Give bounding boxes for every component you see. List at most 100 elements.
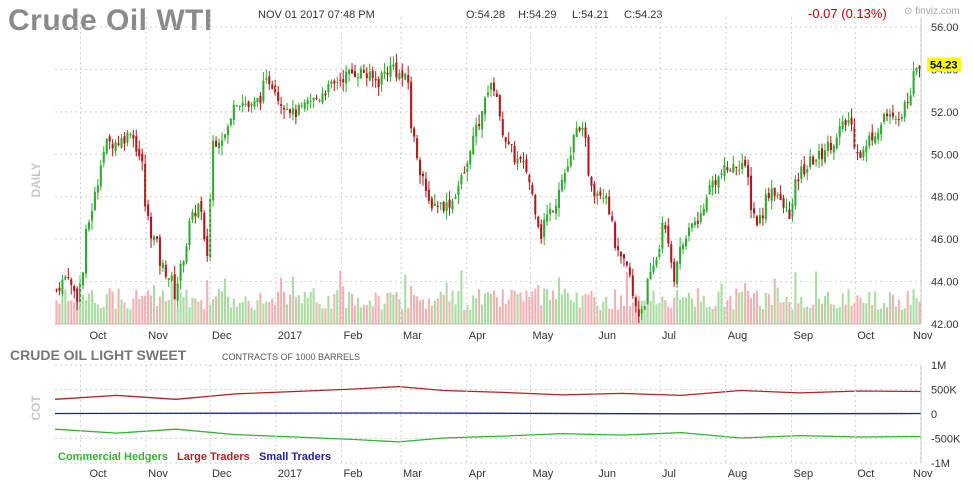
volume-bar	[862, 302, 865, 324]
candle-body	[631, 275, 634, 296]
volume-bar	[176, 304, 179, 324]
volume-bar	[495, 297, 498, 324]
volume-bar	[708, 306, 711, 324]
volume-bar	[823, 296, 826, 324]
volume-bar	[847, 289, 850, 324]
volume-bar	[871, 304, 874, 324]
volume-bar	[398, 299, 401, 324]
candle-body	[611, 216, 614, 221]
candle-body	[687, 227, 691, 236]
candle-body	[253, 100, 256, 107]
candle-body	[424, 178, 427, 191]
candle-body	[906, 101, 909, 103]
volume-bar	[880, 308, 883, 324]
candle-body	[342, 79, 345, 83]
x-axis-tick-label: Feb	[344, 330, 363, 342]
volume-bar	[729, 296, 732, 324]
candle-body	[880, 124, 883, 135]
cot-series-line	[54, 428, 922, 443]
volume-bar	[152, 285, 156, 324]
candle-body	[909, 95, 912, 106]
brand-icon: ⊙	[904, 6, 916, 17]
volume-bar	[785, 297, 788, 324]
volume-bar	[531, 291, 534, 324]
candle-body	[723, 164, 726, 177]
candle-body	[330, 81, 333, 84]
candle-body	[608, 196, 611, 215]
volume-bar	[79, 307, 82, 324]
volume-bar	[297, 295, 300, 324]
volume-bar	[566, 293, 569, 324]
volume-bar	[906, 290, 909, 324]
candle-body	[726, 167, 729, 171]
x-axis-tick-label: Oct	[89, 330, 106, 342]
volume-bar	[469, 309, 472, 324]
volume-bar	[874, 291, 877, 324]
volume-bar	[747, 290, 750, 324]
volume-bar	[147, 290, 150, 324]
candle-body	[894, 119, 897, 121]
candle-body	[513, 145, 516, 163]
legend-commercial-hedgers: Commercial Hedgers	[58, 451, 168, 463]
candle-body	[735, 166, 738, 169]
candle-body	[856, 151, 859, 154]
brand-link[interactable]: ⊙ finviz.com	[904, 6, 960, 17]
volume-bar	[537, 285, 540, 324]
volume-bar	[912, 289, 915, 324]
candle-body	[129, 134, 132, 136]
candle-body	[696, 220, 699, 224]
volume-bar	[421, 299, 425, 324]
volume-bar	[820, 303, 824, 324]
volume-bar	[427, 298, 430, 324]
volume-bar	[383, 303, 386, 324]
volume-bar	[475, 298, 478, 324]
volume-bar	[617, 309, 620, 324]
candle-body	[847, 120, 850, 123]
volume-bar	[330, 308, 333, 324]
volume-bar	[191, 297, 194, 324]
volume-bar	[158, 296, 161, 324]
volume-bar	[812, 304, 815, 324]
candle-body	[226, 126, 229, 136]
candle-body	[138, 148, 141, 157]
candle-body	[883, 113, 886, 122]
x-axis-tick-label: May	[532, 330, 553, 342]
volume-bar	[513, 290, 516, 324]
candle-body	[838, 126, 841, 137]
candle-body	[560, 180, 563, 191]
chart-title: Crude Oil WTI	[8, 4, 213, 37]
volume-bar	[407, 307, 410, 324]
volume-bar	[859, 297, 862, 324]
volume-bar	[229, 307, 232, 324]
volume-bar	[250, 307, 253, 324]
volume-bar	[670, 308, 673, 324]
price-tick-label: 56.00	[931, 22, 959, 34]
volume-bar	[312, 288, 315, 324]
candle-body	[170, 275, 173, 281]
candle-body	[303, 102, 306, 109]
volume-bar	[767, 293, 770, 324]
candle-body	[442, 202, 445, 211]
volume-bar	[291, 276, 294, 324]
volume-bar	[179, 292, 182, 324]
volume-bar	[439, 291, 442, 324]
candle-body	[291, 108, 294, 115]
candle-body	[566, 166, 569, 172]
candle-body	[70, 279, 73, 285]
candle-body	[519, 156, 522, 160]
candle-body	[829, 142, 832, 151]
x-axis-tick-label: Nov	[148, 330, 168, 342]
candle-body	[368, 71, 371, 81]
volume-bar	[401, 309, 404, 324]
candle-body	[525, 159, 528, 173]
volume-bar	[280, 277, 283, 324]
volume-bar	[339, 270, 342, 324]
candle-body	[486, 92, 490, 96]
candle-body	[439, 202, 442, 205]
candle-body	[404, 73, 407, 80]
candle-body	[537, 216, 540, 227]
brand-label: finviz.com	[915, 6, 960, 17]
price-tick-label: 44.00	[931, 277, 959, 289]
candle-body	[427, 189, 430, 201]
